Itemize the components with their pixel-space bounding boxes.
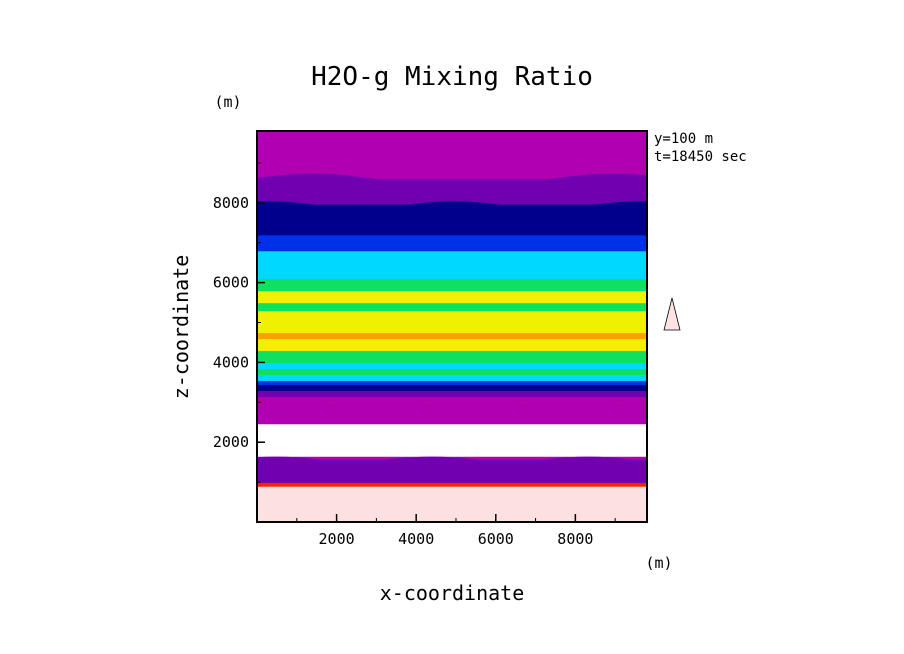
plot-frame [256, 130, 648, 523]
colorbar-label: 6e-4 [686, 0, 720, 4]
x-unit-label: (m) [645, 554, 672, 572]
contour-band-12 [257, 390, 647, 397]
x-tick-label: 6000 [478, 530, 514, 548]
y-tick-label: 4000 [213, 353, 249, 371]
x-tick-label: 8000 [557, 530, 593, 548]
annotation-time: t=18450 sec [654, 149, 747, 165]
colorbar: 03e-46e-49e-41.2e-3 [663, 0, 737, 331]
contour-band-23 [257, 290, 647, 304]
colorbar-label: 9e-4 [686, 0, 720, 4]
contour-band-17 [257, 362, 647, 369]
contour-band-13 [257, 384, 647, 391]
y-axis-ticks: 2000 4000 6000 8000 [213, 162, 265, 483]
contour-band-15 [257, 374, 647, 381]
contour-band-16 [257, 368, 647, 375]
x-tick-label: 4000 [398, 530, 434, 548]
contour-band-30 [257, 131, 647, 180]
contour-wave-features [257, 173, 647, 483]
wave-feature-1 [257, 201, 647, 229]
contour-band-18 [257, 350, 647, 364]
contour-band-0 [257, 486, 647, 523]
y-axis-label: z-coordinate [169, 255, 193, 400]
contour-band-27 [257, 234, 647, 252]
contour-band-24 [257, 278, 647, 292]
chart-title: H2O-g Mixing Ratio [311, 62, 593, 92]
contour-band-21 [257, 310, 647, 334]
wave-feature-0 [257, 173, 647, 205]
contour-band-22 [257, 302, 647, 312]
colorbar-label: 3e-4 [686, 0, 720, 4]
x-axis-ticks: 2000 4000 6000 8000 [296, 514, 616, 548]
contour-band-19 [257, 338, 647, 352]
contour-band-14 [257, 380, 647, 385]
contour-band-1 [257, 482, 647, 487]
annotation-y-position: y=100 m [654, 131, 713, 147]
contour-band-26 [257, 250, 647, 272]
colorbar-overflow-arrow [663, 297, 681, 331]
x-axis-label: x-coordinate [380, 581, 525, 605]
colorbar-label: 0 [686, 0, 694, 4]
contour-band-25 [257, 270, 647, 280]
y-tick-label: 8000 [213, 194, 249, 212]
contour-band-20 [257, 332, 647, 340]
y-tick-label: 6000 [213, 274, 249, 292]
wave-feature-3 [257, 456, 647, 483]
wave-feature-2 [257, 398, 647, 425]
contour-band-11 [257, 396, 647, 403]
x-tick-label: 2000 [319, 530, 355, 548]
y-unit-label: (m) [214, 93, 241, 111]
y-tick-label: 2000 [213, 433, 249, 451]
colorbar-label: 1.2e-3 [686, 0, 737, 4]
